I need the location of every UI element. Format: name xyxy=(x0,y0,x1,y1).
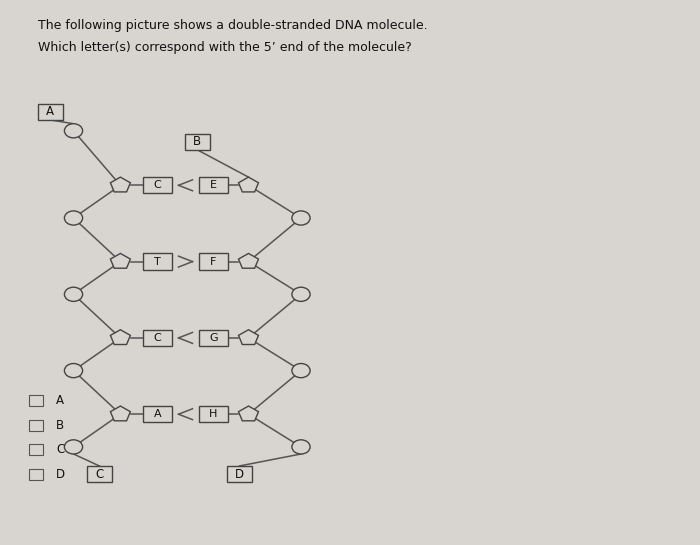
FancyBboxPatch shape xyxy=(185,134,210,150)
FancyBboxPatch shape xyxy=(29,469,43,480)
Text: A: A xyxy=(46,105,55,118)
Text: C: C xyxy=(153,333,162,343)
Text: A: A xyxy=(154,409,161,419)
FancyBboxPatch shape xyxy=(143,253,172,270)
Text: The following picture shows a double-stranded DNA molecule.: The following picture shows a double-str… xyxy=(38,19,428,32)
FancyBboxPatch shape xyxy=(199,177,228,193)
Polygon shape xyxy=(111,406,130,421)
FancyBboxPatch shape xyxy=(87,466,111,482)
FancyBboxPatch shape xyxy=(199,406,228,422)
FancyBboxPatch shape xyxy=(227,466,252,482)
Text: B: B xyxy=(193,135,202,148)
Text: D: D xyxy=(234,468,244,481)
Circle shape xyxy=(64,211,83,225)
Polygon shape xyxy=(239,406,258,421)
Polygon shape xyxy=(239,253,258,268)
Text: D: D xyxy=(56,468,65,481)
FancyBboxPatch shape xyxy=(38,104,62,120)
Text: F: F xyxy=(210,257,217,267)
Circle shape xyxy=(292,287,310,301)
Circle shape xyxy=(292,364,310,378)
Polygon shape xyxy=(111,253,130,268)
Circle shape xyxy=(64,440,83,454)
Circle shape xyxy=(64,124,83,138)
FancyBboxPatch shape xyxy=(143,177,172,193)
FancyBboxPatch shape xyxy=(199,330,228,346)
Text: Which letter(s) correspond with the 5’ end of the molecule?: Which letter(s) correspond with the 5’ e… xyxy=(38,41,412,54)
FancyBboxPatch shape xyxy=(29,395,43,406)
Text: E: E xyxy=(210,180,217,190)
FancyBboxPatch shape xyxy=(29,444,43,455)
Text: G: G xyxy=(209,333,218,343)
Text: B: B xyxy=(56,419,64,432)
Circle shape xyxy=(64,287,83,301)
Polygon shape xyxy=(239,177,258,192)
Polygon shape xyxy=(111,330,130,344)
Circle shape xyxy=(292,211,310,225)
Text: C: C xyxy=(56,443,64,456)
Text: C: C xyxy=(153,180,162,190)
Text: A: A xyxy=(56,394,64,407)
Text: T: T xyxy=(154,257,161,267)
Circle shape xyxy=(292,440,310,454)
FancyBboxPatch shape xyxy=(143,330,172,346)
Circle shape xyxy=(64,364,83,378)
Text: C: C xyxy=(95,468,104,481)
Polygon shape xyxy=(111,177,130,192)
Text: H: H xyxy=(209,409,218,419)
Polygon shape xyxy=(239,330,258,344)
FancyBboxPatch shape xyxy=(199,253,228,270)
FancyBboxPatch shape xyxy=(29,420,43,431)
FancyBboxPatch shape xyxy=(143,406,172,422)
